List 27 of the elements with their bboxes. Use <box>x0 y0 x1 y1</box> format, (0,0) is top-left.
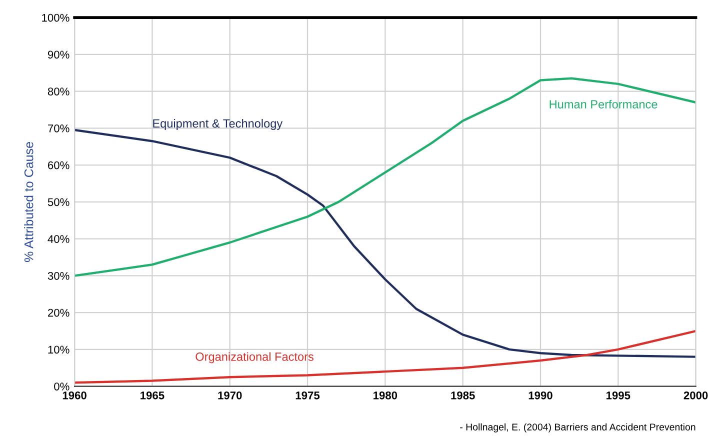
series-label: Equipment & Technology <box>153 118 283 130</box>
series-label: Human Performance <box>550 100 658 108</box>
x-tick-label: 1995 <box>606 391 630 400</box>
line-series <box>74 330 696 384</box>
y-tick-label: 40% <box>48 235 70 243</box>
x-tick-label: 1985 <box>451 391 475 400</box>
series-label: Organizational Factors <box>196 352 314 364</box>
line-series <box>74 77 696 277</box>
y-tick-label: 60% <box>48 161 70 170</box>
y-tick-label: 100% <box>42 14 70 22</box>
y-tick-label: 20% <box>48 308 70 317</box>
y-tick-label: 50% <box>48 198 70 206</box>
y-tick-label: 10% <box>48 346 70 354</box>
y-tick-label: 70% <box>48 124 70 132</box>
x-tick-label: 1960 <box>62 391 86 400</box>
x-tick-label: 1980 <box>374 391 398 400</box>
x-tick-label: 2000 <box>684 391 708 400</box>
y-tick-label: 0% <box>54 382 70 390</box>
y-tick-label: 80% <box>48 88 70 96</box>
x-tick-label: 1975 <box>296 391 320 400</box>
y-tick-label: 30% <box>48 272 70 280</box>
text: - Hollnagel, E. (2004) Barriers and Accident Prevention <box>460 423 696 432</box>
y-axis-title: % Attributed to Cause <box>24 142 34 262</box>
x-tick-label: 1990 <box>528 391 552 400</box>
y-tick-label: 90% <box>48 50 70 59</box>
x-tick-label: 1965 <box>140 391 164 400</box>
x-tick-label: 1970 <box>218 391 242 400</box>
